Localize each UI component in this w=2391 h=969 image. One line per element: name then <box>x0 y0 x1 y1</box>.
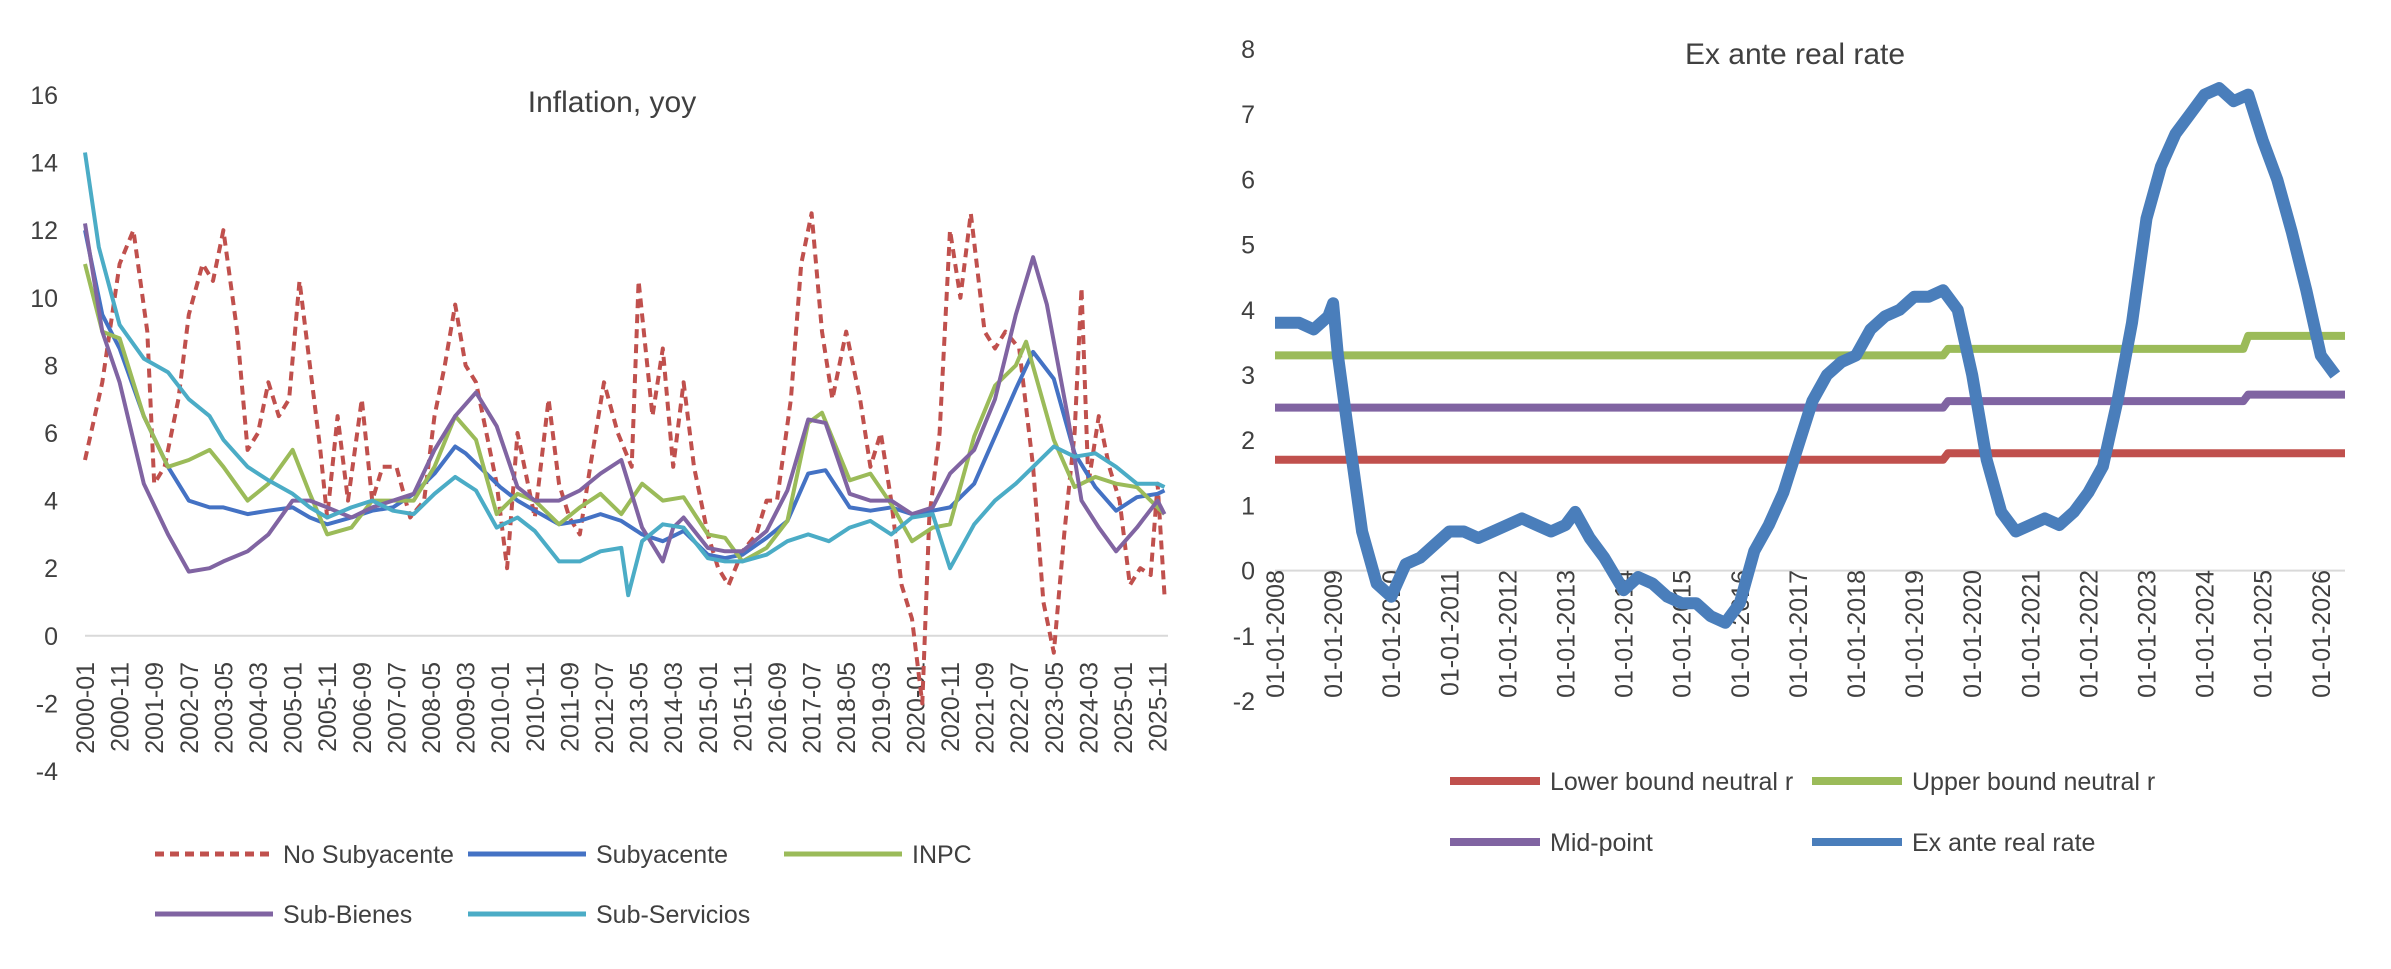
x-tick-label: 01-01-2012 <box>1494 570 1522 698</box>
x-tick-label: 01-01-2022 <box>2075 570 2103 698</box>
x-tick-label: 01-01-2013 <box>1552 570 1580 698</box>
x-tick-label: 2025-11 <box>1145 662 1173 752</box>
x-tick-label: 2010-01 <box>487 662 515 754</box>
x-tick-label: 2016-09 <box>764 662 792 754</box>
y-tick-label: 7 <box>1241 101 1255 129</box>
legend-label: Sub-Servicios <box>596 901 750 929</box>
y-tick-label: 1 <box>1241 492 1255 520</box>
x-tick-label: 2017-07 <box>799 662 827 754</box>
x-tick-label: 2011-09 <box>556 662 584 752</box>
legend-label: Sub-Bienes <box>283 901 412 929</box>
y-tick-label: -4 <box>36 758 58 786</box>
y-tick-label: 16 <box>30 82 58 110</box>
legend-label: INPC <box>912 841 972 869</box>
x-tick-label: 2009-03 <box>453 662 481 754</box>
x-tick-label: 2018-05 <box>833 662 861 754</box>
x-tick-label: 2000-01 <box>72 662 100 754</box>
x-tick-label: 01-01-2008 <box>1262 570 1290 698</box>
x-tick-label: 2015-01 <box>695 662 723 754</box>
series-line-3 <box>83 223 1167 574</box>
x-tick-label: 01-01-2011 <box>1436 570 1464 696</box>
y-tick-label: 14 <box>30 150 58 178</box>
real-rate-chart: Ex ante real rate -2 -1 0 1 2 3 4 5 6 7 8 01-01-2008… <box>1233 36 2345 857</box>
x-tick-label: 01-01-2019 <box>1901 570 1929 698</box>
y-tick-label: 4 <box>1241 297 1255 325</box>
x-tick-label: 2005-11 <box>314 662 342 752</box>
x-tick-label: 01-01-2018 <box>1843 570 1871 698</box>
y-tick-label: 3 <box>1241 362 1255 390</box>
x-tick-label: 2023-05 <box>1041 662 1069 754</box>
y-tick-label: 4 <box>44 488 58 516</box>
x-tick-label: 2020-01 <box>902 662 930 754</box>
x-tick-label: 2006-09 <box>349 662 377 754</box>
y-tick-label: 12 <box>30 217 58 245</box>
x-tick-label: 2005-01 <box>280 662 308 754</box>
legend-label: No Subyacente <box>283 841 454 869</box>
y-tick-label: 2 <box>1241 427 1255 455</box>
series-line-1 <box>83 229 1166 561</box>
real-rate-chart-panel: Ex ante real rate -2 -1 0 1 2 3 4 5 6 7 8 01-01-2008… <box>1195 0 2391 964</box>
x-tick-label: 2014-03 <box>660 662 688 754</box>
y-tick-label: 5 <box>1241 232 1255 260</box>
x-tick-label: 2019-03 <box>868 662 896 754</box>
y-tick-label: 10 <box>30 285 58 313</box>
chart-title: Ex ante real rate <box>1685 38 1905 71</box>
y-tick-label: -2 <box>36 690 58 718</box>
x-tick-label: 2024-03 <box>1075 662 1103 754</box>
series-line-2 <box>1275 390 2345 412</box>
x-tick-label: 2007-07 <box>383 662 411 754</box>
y-tick-label: 2 <box>44 555 58 583</box>
x-tick-label: 01-01-2017 <box>1785 570 1813 698</box>
x-tick-label: 2022-07 <box>1006 662 1034 754</box>
legend-label: Mid-point <box>1550 829 1653 857</box>
series-line-0 <box>83 211 1167 706</box>
x-tick-label: 01-01-2025 <box>2250 570 2278 698</box>
x-tick-label: 2001-09 <box>141 662 169 754</box>
series-line-4 <box>83 152 1166 598</box>
x-tick-label: 01-01-2021 <box>2017 570 2045 698</box>
x-tick-label: 01-01-2026 <box>2308 570 2336 698</box>
chart-title: Inflation, yoy <box>528 86 696 119</box>
x-tick-label: 2003-05 <box>210 662 238 754</box>
x-tick-label: 2002-07 <box>176 662 204 754</box>
x-tick-label: 01-01-2024 <box>2192 570 2220 698</box>
x-tick-label: 2010-11 <box>522 662 550 752</box>
x-tick-label: 2008-05 <box>418 662 446 754</box>
legend-label: Ex ante real rate <box>1912 829 2095 857</box>
x-tick-label: 2012-07 <box>591 662 619 754</box>
series-line-0 <box>1275 449 2345 464</box>
x-tick-label: 2004-03 <box>245 662 273 754</box>
y-tick-label: -2 <box>1233 688 1255 716</box>
y-tick-label: 0 <box>44 623 58 651</box>
y-tick-label: -1 <box>1233 623 1255 651</box>
y-tick-label: 8 <box>1241 36 1255 64</box>
x-tick-label: 01-01-2020 <box>1959 570 1987 698</box>
y-tick-label: 8 <box>44 352 58 380</box>
x-tick-label: 01-01-2009 <box>1320 570 1348 698</box>
y-tick-label: 0 <box>1241 558 1255 586</box>
x-tick-label: 01-01-2015 <box>1669 570 1697 698</box>
series-line-1 <box>1275 331 2345 360</box>
legend-label: Upper bound neutral r <box>1912 768 2155 796</box>
legend-label: Lower bound neutral r <box>1550 768 1793 796</box>
x-tick-label: 2025-01 <box>1110 662 1138 754</box>
y-tick-label: 6 <box>1241 166 1255 194</box>
series-line-3 <box>1275 82 2341 629</box>
x-tick-label: 01-01-2023 <box>2133 570 2161 698</box>
x-tick-label: 2000-11 <box>107 662 135 752</box>
inflation-chart-panel: Inflation, yoy -4 -2 0 2 4 6 8 10 12 14 16 2000-01 20… <box>0 0 1195 964</box>
x-tick-label: 2015-11 <box>729 662 757 752</box>
legend-label: Subyacente <box>596 841 728 869</box>
x-tick-label: 2020-11 <box>937 662 965 752</box>
x-tick-label: 2021-09 <box>972 662 1000 754</box>
series-line-2 <box>83 263 1166 564</box>
y-tick-label: 6 <box>44 420 58 448</box>
x-tick-label: 2013-05 <box>626 662 654 754</box>
